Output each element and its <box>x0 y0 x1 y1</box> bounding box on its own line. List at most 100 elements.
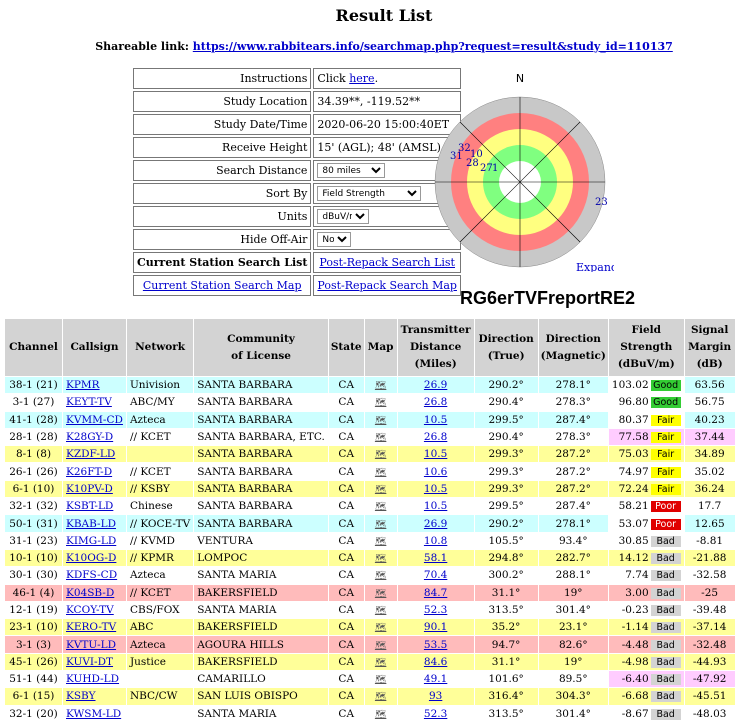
col-channel[interactable]: Channel <box>5 319 62 376</box>
compass-station-32[interactable]: 32 <box>458 143 471 154</box>
dir-true-cell: 299.3° <box>474 480 538 498</box>
callsign-link[interactable]: KSBT-LD <box>66 500 114 513</box>
callsign-link[interactable]: K10PV-D <box>66 482 113 495</box>
col-dir-mag[interactable]: Direction (Magnetic) <box>538 319 608 376</box>
distance-link[interactable]: 93 <box>428 690 443 703</box>
map-icon[interactable]: 🗺 <box>374 640 387 651</box>
post-repack-map-link[interactable]: Post-Repack Search Map <box>317 279 457 292</box>
state-cell: CA <box>328 480 364 498</box>
compass-expand-link[interactable]: Expand <box>576 261 618 274</box>
callsign-link[interactable]: KZDF-LD <box>66 448 116 461</box>
map-icon[interactable]: 🗺 <box>374 484 387 495</box>
sort-by-select[interactable]: Field Strength <box>317 186 422 202</box>
distance-link[interactable]: 26.9 <box>423 517 448 530</box>
map-icon[interactable]: 🗺 <box>374 571 387 582</box>
col-distance[interactable]: Transmitter Distance (Miles) <box>397 319 474 376</box>
map-icon[interactable]: 🗺 <box>374 623 387 634</box>
col-field[interactable]: Field Strength (dBuV/m) <box>608 319 684 376</box>
distance-link[interactable]: 10.6 <box>423 465 448 478</box>
distance-link[interactable]: 10.5 <box>423 500 448 513</box>
map-icon[interactable]: 🗺 <box>374 588 387 599</box>
channel-cell: 45-1 (26) <box>5 653 62 671</box>
dir-true-cell: 31.1° <box>474 653 538 671</box>
map-icon[interactable]: 🗺 <box>374 709 387 720</box>
compass-station-10[interactable]: 10 <box>470 149 483 160</box>
callsign-link[interactable]: KVTU-LD <box>66 638 117 651</box>
compass-station-27[interactable]: 27 <box>480 163 493 174</box>
distance-link[interactable]: 26.8 <box>423 396 448 409</box>
compass-station-23[interactable]: 23 <box>595 197 608 208</box>
callsign-link[interactable]: KDFS-CD <box>66 569 118 582</box>
distance-link[interactable]: 10.5 <box>423 482 448 495</box>
distance-link[interactable]: 84.6 <box>423 655 448 668</box>
map-icon[interactable]: 🗺 <box>374 606 387 616</box>
distance-link[interactable]: 70.4 <box>423 569 448 582</box>
callsign-link[interactable]: KERO-TV <box>66 621 117 634</box>
callsign-link[interactable]: K28GY-D <box>66 431 114 444</box>
map-icon[interactable]: 🗺 <box>374 450 387 461</box>
callsign-link[interactable]: KSBY <box>66 690 96 703</box>
instructions-link[interactable]: here <box>349 72 375 85</box>
map-icon[interactable]: 🗺 <box>374 381 387 392</box>
distance-link[interactable]: 58.1 <box>423 552 448 565</box>
map-icon[interactable]: 🗺 <box>374 415 387 426</box>
callsign-link[interactable]: KPMR <box>66 379 100 392</box>
map-icon[interactable]: 🗺 <box>374 675 387 686</box>
callsign-link[interactable]: K26FT-D <box>66 465 113 478</box>
col-callsign[interactable]: Callsign <box>63 319 126 376</box>
map-icon[interactable]: 🗺 <box>374 467 387 478</box>
field-strength-value: 3.00 <box>625 586 649 599</box>
distance-link[interactable]: 49.1 <box>423 673 448 686</box>
map-icon[interactable]: 🗺 <box>374 502 387 513</box>
distance-link[interactable]: 52.3 <box>423 604 448 616</box>
col-margin[interactable]: Signal Margin (dB) <box>684 319 735 376</box>
compass-chart[interactable]: N 32 31 10 28 27 1 23 Expand <box>426 72 618 274</box>
col-community[interactable]: Community of License <box>194 319 328 376</box>
state-cell: CA <box>328 671 364 688</box>
callsign-link[interactable]: KIMG-LD <box>66 534 117 547</box>
post-repack-list-link[interactable]: Post-Repack Search List <box>319 256 455 269</box>
map-icon[interactable]: 🗺 <box>374 433 387 444</box>
current-station-map-cell: Current Station Search Map <box>133 275 312 296</box>
map-icon[interactable]: 🗺 <box>374 519 387 530</box>
units-cell: dBuV/m <box>313 206 461 227</box>
callsign-link[interactable]: KCOY-TV <box>66 604 114 616</box>
map-icon[interactable]: 🗺 <box>374 657 387 668</box>
callsign-link[interactable]: K04SB-D <box>66 586 115 599</box>
share-link[interactable]: https://www.rabbitears.info/searchmap.ph… <box>192 40 673 53</box>
distance-link[interactable]: 26.9 <box>423 379 448 392</box>
distance-link[interactable]: 90.1 <box>423 621 448 634</box>
units-select[interactable]: dBuV/m <box>317 209 370 225</box>
map-icon[interactable]: 🗺 <box>374 554 387 565</box>
distance-link[interactable]: 26.8 <box>423 431 448 444</box>
callsign-link[interactable]: KWSM-LD <box>66 707 122 720</box>
col-network[interactable]: Network <box>126 319 194 376</box>
map-icon[interactable]: 🗺 <box>374 536 387 547</box>
map-icon[interactable]: 🗺 <box>374 398 387 409</box>
current-station-map-link[interactable]: Current Station Search Map <box>142 279 302 292</box>
callsign-link[interactable]: KEYT-TV <box>66 396 112 409</box>
distance-link[interactable]: 52.3 <box>423 707 448 720</box>
callsign-link[interactable]: KVMM-CD <box>66 413 123 426</box>
hide-offair-select[interactable]: No <box>317 232 352 248</box>
col-state[interactable]: State <box>328 319 364 376</box>
distance-link[interactable]: 10.5 <box>423 413 448 426</box>
col-map[interactable]: Map <box>364 319 397 376</box>
state-cell: CA <box>328 532 364 549</box>
callsign-link[interactable]: KUVI-DT <box>66 655 114 668</box>
distance-link[interactable]: 84.7 <box>423 586 448 599</box>
callsign-link[interactable]: KBAB-LD <box>66 517 116 530</box>
map-icon[interactable]: 🗺 <box>374 692 387 703</box>
col-dir-true[interactable]: Direction (True) <box>474 319 538 376</box>
callsign-link[interactable]: K10OG-D <box>66 552 117 565</box>
distance-link[interactable]: 10.8 <box>423 534 448 547</box>
distance-cell: 84.7 <box>397 584 474 601</box>
distance-link[interactable]: 10.5 <box>423 448 448 461</box>
compass-station-1[interactable]: 1 <box>492 163 498 174</box>
distance-link[interactable]: 53.5 <box>423 638 448 651</box>
compass-station-28[interactable]: 28 <box>466 158 479 169</box>
compass-station-31[interactable]: 31 <box>450 151 463 162</box>
callsign-link[interactable]: KUHD-LD <box>66 673 120 686</box>
search-distance-select[interactable]: 80 miles <box>317 163 386 179</box>
study-date-label: Study Date/Time <box>133 114 312 135</box>
